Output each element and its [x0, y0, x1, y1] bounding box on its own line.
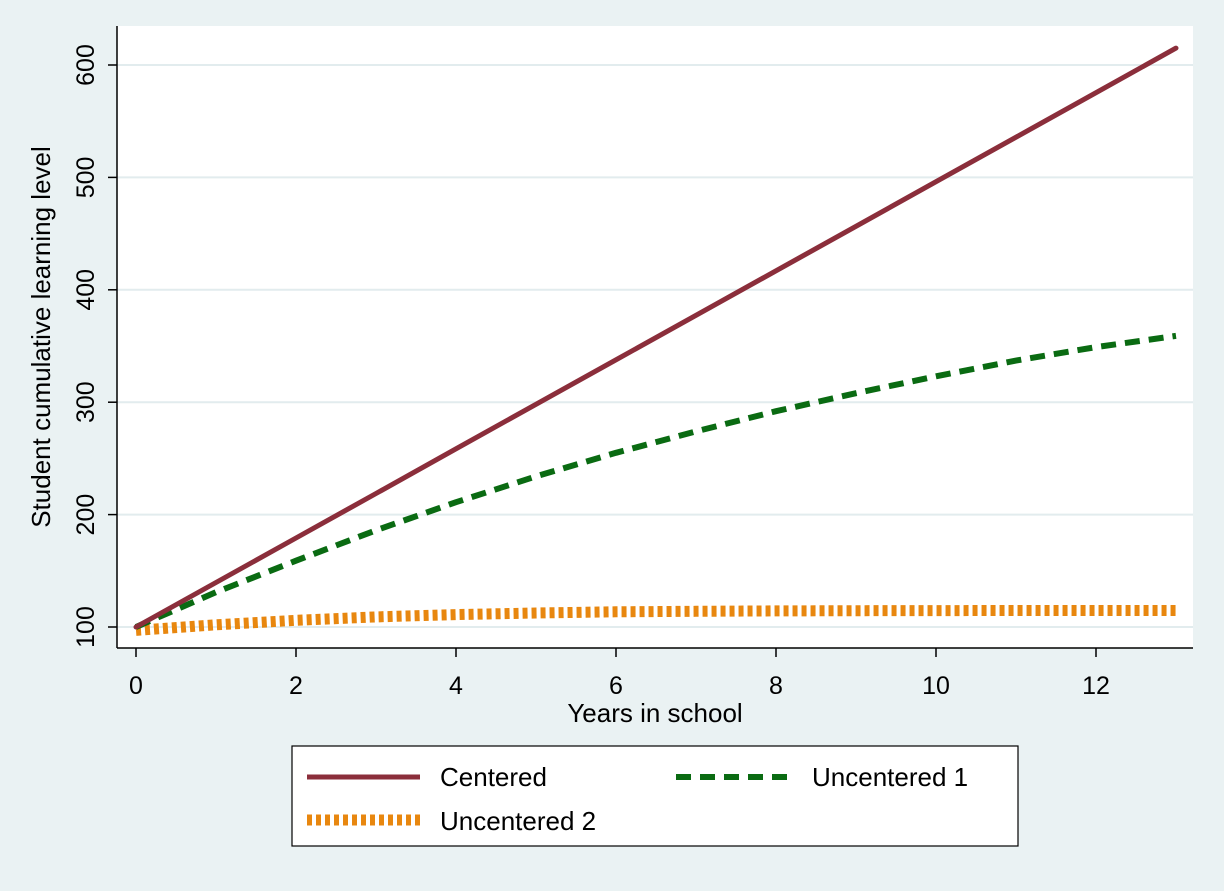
x-tick-label: 0 [129, 672, 143, 700]
y-tick-label: 300 [72, 381, 100, 423]
y-tick-label: 200 [72, 494, 100, 536]
y-axis-title: Student cumulative learning level [26, 146, 56, 528]
series-line-uncentered-1 [134, 332, 1177, 630]
legend-box [291, 745, 1019, 847]
y-ticks: 100 200 300 400 500 600 [72, 44, 117, 648]
y-tick-label: 500 [72, 157, 100, 199]
y-tick-label: 100 [72, 606, 100, 648]
x-tick-label: 12 [1082, 672, 1110, 700]
x-axis-title: Years in school [567, 698, 742, 728]
series-line-uncentered-2 [135, 605, 1176, 636]
gridlines [117, 64, 1193, 628]
x-tick-label: 10 [922, 672, 950, 700]
series-line-centered [133, 45, 1179, 630]
legend: Centered Uncentered 1 Uncentered 2 [291, 745, 1019, 847]
x-tick-label: 4 [449, 672, 463, 700]
series-lines [133, 45, 1179, 636]
legend-label-uncentered-2: Uncentered 2 [440, 806, 596, 836]
legend-label-centered: Centered [440, 762, 547, 792]
x-tick-label: 8 [769, 672, 783, 700]
y-tick-label: 600 [72, 44, 100, 86]
y-tick-label: 400 [72, 269, 100, 311]
legend-label-uncentered-1: Uncentered 1 [812, 762, 968, 792]
x-tick-label: 6 [609, 672, 623, 700]
x-ticks: 0 2 4 6 8 10 12 [129, 648, 1110, 700]
x-tick-label: 2 [289, 672, 303, 700]
